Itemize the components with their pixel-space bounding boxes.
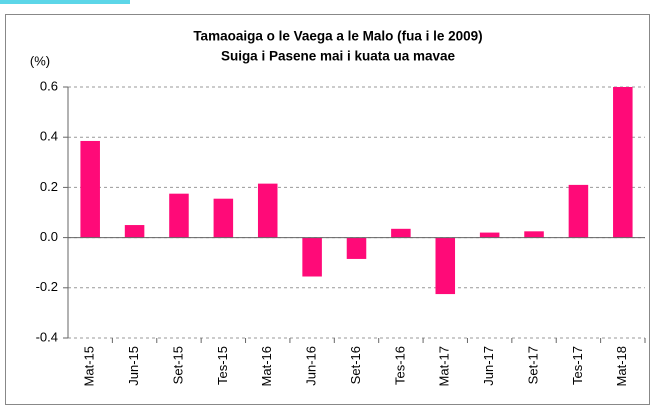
bar — [524, 231, 544, 238]
chart-subtitle: Suiga i Pasene mai i kuata ua mavae — [221, 49, 456, 64]
bar — [346, 237, 367, 259]
y-tick-label: 0.6 — [40, 78, 58, 93]
x-tick-label: Mat-17 — [437, 346, 452, 386]
bar — [169, 193, 189, 238]
y-tick-label: 0.0 — [40, 229, 58, 244]
bar — [80, 140, 100, 238]
x-tick-label: Jun-16 — [304, 346, 319, 386]
x-tick-label: Set-15 — [170, 346, 185, 384]
bar — [568, 184, 589, 238]
bar — [257, 183, 278, 238]
y-tick-label: 0.4 — [40, 129, 58, 144]
x-tick-label: Set-16 — [348, 346, 363, 384]
chart-border — [5, 14, 650, 405]
y-tick-label: -0.4 — [36, 329, 58, 344]
y-tick-label: 0.2 — [40, 179, 58, 194]
x-tick-label: Jun-17 — [481, 346, 496, 386]
top-accent — [0, 0, 130, 4]
bar — [124, 225, 145, 238]
y-axis-label: (%) — [30, 53, 50, 68]
bar — [391, 228, 411, 238]
x-tick-label: Mat-16 — [259, 346, 274, 386]
x-tick-label: Jun-15 — [126, 346, 141, 386]
x-tick-label: Tes-16 — [392, 346, 407, 385]
chart-title: Tamaoaiga o le Vaega a le Malo (fua i le… — [193, 29, 482, 44]
y-tick-label: -0.2 — [36, 279, 58, 294]
x-tick-label: Mat-15 — [82, 346, 97, 386]
x-tick-label: Mat-18 — [614, 346, 629, 386]
bar — [613, 87, 633, 238]
bar — [435, 237, 456, 295]
x-tick-label: Tes-15 — [215, 346, 230, 385]
bar — [213, 198, 234, 238]
x-tick-label: Tes-17 — [570, 346, 585, 385]
x-tick-label: Set-17 — [525, 346, 540, 384]
bar — [479, 232, 500, 238]
bar — [302, 237, 322, 277]
